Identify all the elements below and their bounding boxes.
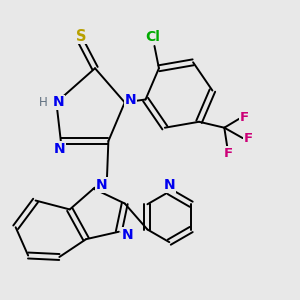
Text: N: N [164, 178, 175, 192]
Text: N: N [53, 95, 64, 110]
Text: F: F [224, 147, 233, 160]
Text: F: F [240, 111, 249, 124]
Text: N: N [53, 142, 65, 155]
Text: Cl: Cl [146, 30, 160, 44]
Text: N: N [96, 178, 108, 192]
Text: F: F [244, 132, 253, 145]
Text: N: N [121, 228, 133, 242]
Text: N: N [125, 93, 136, 107]
Text: H: H [39, 96, 47, 109]
Text: S: S [76, 29, 86, 44]
